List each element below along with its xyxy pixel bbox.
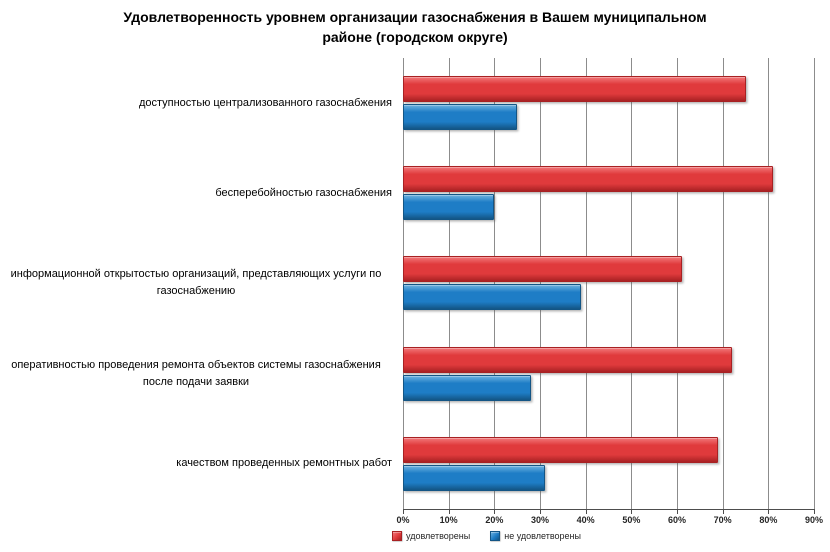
category-label: доступностью централизованного газоснабж… bbox=[138, 96, 392, 109]
bar-удовлетворены-group-2 bbox=[403, 166, 773, 193]
tickmark-0% bbox=[403, 510, 404, 514]
bar-group-1 bbox=[403, 58, 814, 148]
x-axis-label: 90% bbox=[804, 515, 823, 525]
gridline-10% bbox=[448, 58, 450, 509]
category-label: оперативностью проведения ремонта объект… bbox=[11, 358, 381, 388]
tickmark-80% bbox=[768, 510, 770, 514]
gridline-20% bbox=[494, 58, 496, 509]
x-axis-label: 20% bbox=[485, 515, 504, 525]
category-label-cell: качеством проведенных ремонтных работ bbox=[0, 419, 398, 509]
tickmark-10% bbox=[448, 510, 450, 514]
legend-marker-icon bbox=[490, 531, 501, 541]
x-axis-label: 0% bbox=[396, 515, 410, 525]
tickmark-30% bbox=[540, 510, 541, 514]
gridline-50% bbox=[631, 58, 633, 509]
gridline-0% bbox=[403, 58, 404, 509]
chart-title-line: Удовлетворенность уровнем организации га… bbox=[123, 9, 707, 25]
category-label: информационной открытостью организаций, … bbox=[10, 268, 382, 298]
gridline-80% bbox=[768, 58, 770, 509]
category-label-cell: оперативностью проведения ремонта объект… bbox=[0, 329, 398, 419]
tickmark-60% bbox=[677, 510, 678, 514]
bar-group-2 bbox=[403, 148, 814, 238]
bar-groups bbox=[403, 58, 814, 509]
bar-не-удовлетворены-group-1 bbox=[403, 104, 518, 131]
legend-item-удовлетворены: удовлетворены bbox=[392, 531, 470, 541]
x-axis-label: 80% bbox=[759, 515, 778, 525]
legend-label: удовлетворены bbox=[406, 531, 471, 541]
tickmark-20% bbox=[494, 510, 496, 514]
legend-marker-icon bbox=[392, 531, 402, 541]
tickmark-90% bbox=[814, 510, 815, 514]
legend-label: не удовлетворены bbox=[504, 531, 581, 541]
legend: удовлетворены не удовлетворены bbox=[392, 531, 581, 541]
bar-не-удовлетворены-group-3 bbox=[403, 284, 582, 311]
category-label: качеством проведенных ремонтных работ bbox=[176, 457, 392, 470]
bar-group-3 bbox=[403, 238, 814, 328]
gridline-90% bbox=[814, 58, 815, 509]
bar-не-удовлетворены-group-5 bbox=[403, 464, 545, 491]
bar-group-5 bbox=[403, 419, 814, 509]
chart-title: Удовлетворенность уровнем организации га… bbox=[0, 7, 830, 47]
plot-area bbox=[403, 58, 815, 509]
bar-не-удовлетворены-group-2 bbox=[403, 194, 495, 221]
x-axis-label: 30% bbox=[530, 515, 549, 525]
bar-удовлетворены-group-5 bbox=[403, 436, 719, 463]
gridline-40% bbox=[585, 58, 587, 509]
x-axis-label: 10% bbox=[439, 515, 458, 525]
legend-item-не-удовлетворены: не удовлетворены bbox=[490, 531, 581, 541]
gridline-70% bbox=[722, 58, 724, 509]
gridline-30% bbox=[539, 58, 541, 509]
category-label-cell: информационной открытостью организаций, … bbox=[0, 238, 398, 328]
bar-удовлетворены-group-1 bbox=[403, 76, 746, 103]
x-axis-label: 60% bbox=[667, 515, 686, 525]
chart-title-line: районе (городском округе) bbox=[322, 29, 508, 45]
category-label-cell: бесперебойностью газоснабжения bbox=[0, 148, 398, 238]
tickmark-40% bbox=[585, 510, 587, 514]
x-axis-label: 70% bbox=[713, 515, 732, 525]
bar-не-удовлетворены-group-4 bbox=[403, 374, 531, 401]
bar-group-4 bbox=[403, 329, 814, 419]
x-axis-label: 40% bbox=[576, 515, 595, 525]
category-label: бесперебойностью газоснабжения bbox=[215, 186, 392, 199]
bar-удовлетворены-group-4 bbox=[403, 346, 732, 373]
category-labels: доступностью централизованного газоснабж… bbox=[0, 58, 398, 509]
tickmark-50% bbox=[631, 510, 633, 514]
bar-удовлетворены-group-3 bbox=[403, 256, 682, 283]
category-label-cell: доступностью централизованного газоснабж… bbox=[0, 58, 398, 148]
gridline-60% bbox=[676, 58, 678, 509]
tickmark-70% bbox=[722, 510, 724, 514]
x-axis-label: 50% bbox=[622, 515, 641, 525]
x-axis-line bbox=[403, 509, 815, 510]
